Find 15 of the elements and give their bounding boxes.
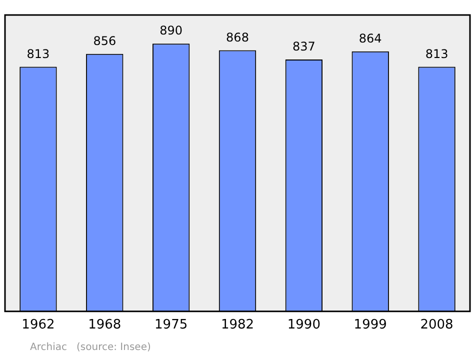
data-label: 856	[93, 34, 116, 48]
x-tick-label: 1999	[354, 318, 387, 333]
data-label: 837	[292, 40, 316, 54]
data-label: 813	[26, 46, 50, 61]
data-label: 864	[358, 32, 382, 46]
x-tick-label: 1962	[22, 318, 55, 333]
data-label: 890	[160, 24, 183, 38]
x-tick-label: 1982	[220, 318, 254, 333]
data-label: 868	[226, 30, 249, 44]
x-tick-label: 1990	[287, 318, 320, 333]
text: Archiac (source: Insee)	[30, 342, 151, 353]
data-label: 813	[425, 46, 448, 61]
x-tick-label: 2008	[420, 318, 454, 333]
x-tick-label: 1968	[88, 318, 122, 333]
x-tick-label: 1975	[154, 318, 188, 333]
